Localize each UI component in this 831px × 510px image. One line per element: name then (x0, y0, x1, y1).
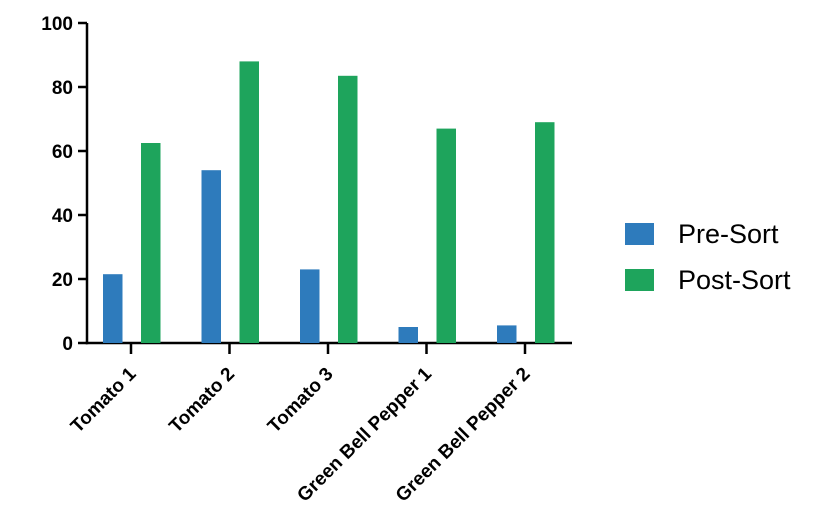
y-tick-label: 100 (41, 14, 73, 35)
y-tick-label: 60 (52, 142, 73, 163)
bar-pre-sort-green-bell-pepper-1 (398, 327, 418, 343)
legend: Pre-Sort Post-Sort (625, 218, 791, 314)
bar-post-sort-green-bell-pepper-2 (535, 122, 555, 343)
bar-post-sort-tomato-1 (141, 143, 161, 343)
legend-swatch-post-sort (625, 268, 654, 291)
x-axis-label-tomato-1: Tomato 1 (67, 363, 141, 437)
legend-label-pre-sort: Pre-Sort (678, 218, 779, 249)
bar-pre-sort-tomato-1 (103, 274, 123, 343)
bar-pre-sort-tomato-3 (300, 269, 320, 343)
x-axis-label-tomato-3: Tomato 3 (264, 364, 338, 438)
y-tick-label: 40 (52, 206, 73, 227)
legend-item-pre-sort: Pre-Sort (625, 218, 791, 249)
legend-item-post-sort: Post-Sort (625, 264, 791, 295)
bar-post-sort-tomato-3 (338, 75, 358, 344)
bar-post-sort-green-bell-pepper-1 (436, 128, 456, 343)
legend-label-post-sort: Post-Sort (678, 264, 791, 295)
x-axis-label-tomato-2: Tomato 2 (165, 364, 239, 438)
legend-swatch-pre-sort (625, 222, 654, 245)
bar-pre-sort-green-bell-pepper-2 (497, 325, 517, 343)
y-tick-label: 80 (52, 78, 73, 99)
y-tick-label: 20 (52, 270, 73, 291)
y-tick-label: 0 (62, 334, 73, 355)
bar-pre-sort-tomato-2 (201, 170, 221, 343)
bar-post-sort-tomato-2 (239, 61, 259, 344)
